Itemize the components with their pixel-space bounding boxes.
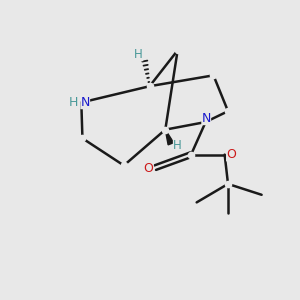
Text: H: H: [173, 139, 182, 152]
Polygon shape: [165, 130, 174, 145]
Text: O: O: [144, 162, 154, 175]
Text: H: H: [68, 96, 78, 109]
Text: N: N: [202, 112, 211, 125]
Text: H: H: [134, 48, 143, 61]
Text: O: O: [226, 148, 236, 161]
Text: N: N: [80, 96, 90, 109]
